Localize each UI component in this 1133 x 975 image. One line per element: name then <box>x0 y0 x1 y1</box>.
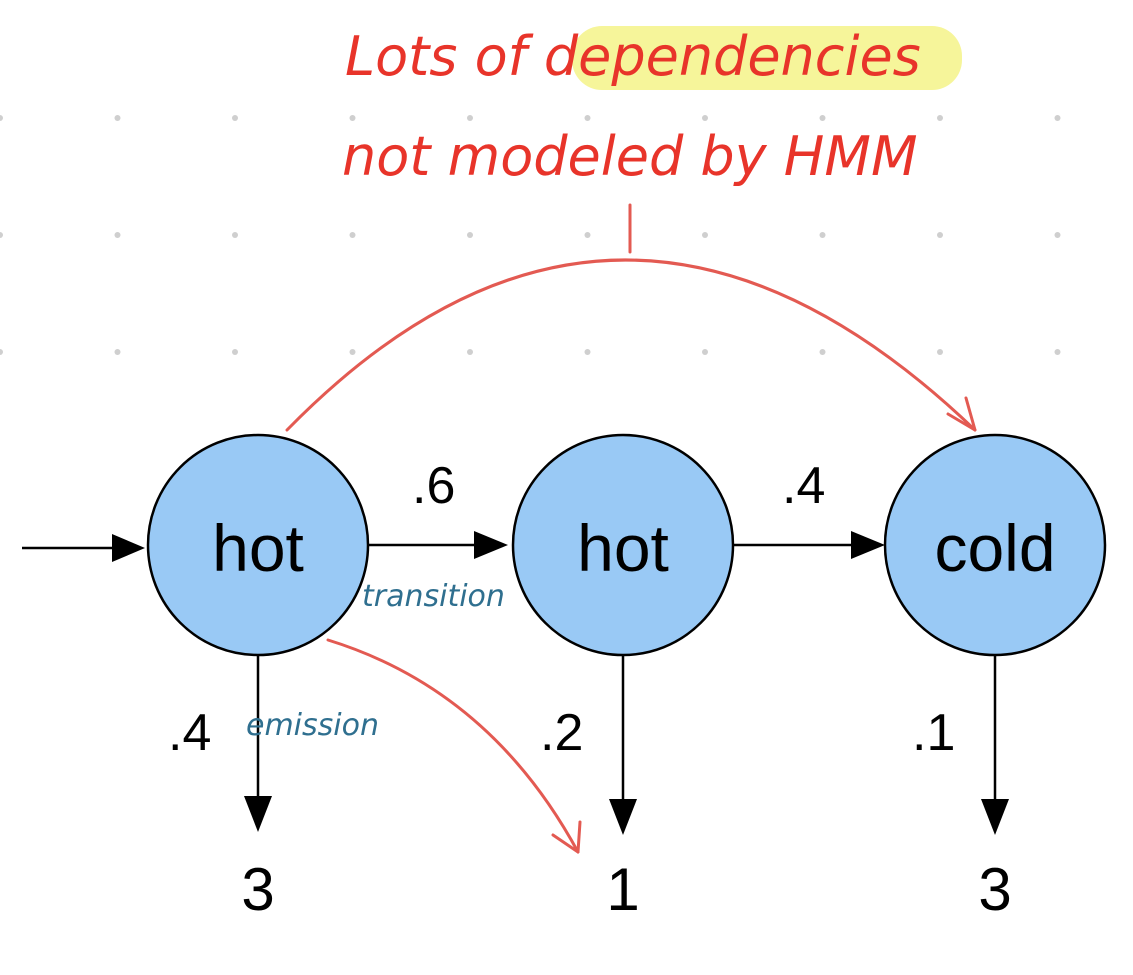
state-label-1: hot <box>212 511 304 585</box>
grid-dot <box>232 115 238 121</box>
grid-dot <box>1054 232 1061 238</box>
grid-dot <box>584 115 591 121</box>
state-label-3: cold <box>934 511 1055 585</box>
cross-dependency-arrow <box>326 638 580 854</box>
annotation-highlight-word: dependencies <box>544 25 921 88</box>
emission-prob-2: .2 <box>540 704 583 762</box>
transition-arrowhead-1 <box>474 531 508 559</box>
grid-dot <box>819 232 826 238</box>
grid-dot <box>0 349 3 355</box>
grid-dot <box>467 115 473 121</box>
grid-dot <box>584 349 591 355</box>
state-label-2: hot <box>577 511 669 585</box>
observation-3: 3 <box>978 856 1011 923</box>
long-range-dependency-arrowhead <box>946 396 977 432</box>
annotation-line1: Lots of dependencies <box>345 25 921 88</box>
grid-dot <box>937 115 943 121</box>
transition-prob-1: .6 <box>412 457 455 515</box>
annotation-line2: not modeled by HMM <box>342 125 918 188</box>
grid-dot <box>937 349 943 355</box>
grid-dot <box>349 232 356 238</box>
transition-note: transition <box>362 579 505 614</box>
state-node-3 <box>883 433 1107 657</box>
emission-arrowhead-2 <box>609 799 637 835</box>
grid-dot <box>232 349 238 355</box>
grid-dot <box>232 232 238 238</box>
observation-2: 1 <box>606 856 639 923</box>
grid-dot <box>114 349 121 355</box>
transition-prob-2: .4 <box>782 457 825 515</box>
grid-dot <box>702 115 708 121</box>
grid-dot <box>1054 115 1061 121</box>
long-range-dependency-arrow <box>285 258 977 432</box>
grid-dot <box>349 349 356 355</box>
dot-grid <box>0 115 1061 355</box>
observation-1: 3 <box>241 856 274 923</box>
grid-dot <box>584 232 591 238</box>
grid-dot <box>702 349 708 355</box>
grid-dot <box>467 232 473 238</box>
emission-prob-3: .1 <box>912 704 955 762</box>
state-node-2 <box>511 433 735 657</box>
start-arrowhead <box>112 534 145 562</box>
transition-arrowhead-2 <box>851 531 885 559</box>
grid-dot <box>0 232 3 238</box>
annotation-line1-prefix: Lots of <box>345 25 544 88</box>
emission-note: emission <box>246 708 379 743</box>
state-node-1 <box>146 433 370 657</box>
emission-prob-1: .4 <box>168 704 211 762</box>
cross-dependency-arrowhead <box>551 820 582 854</box>
highlight-marker <box>572 26 962 90</box>
emission-arrowhead-3 <box>981 799 1009 835</box>
grid-dot <box>819 115 826 121</box>
grid-dot <box>937 232 943 238</box>
grid-dot <box>702 232 708 238</box>
emission-arrowhead-1 <box>244 796 272 832</box>
grid-dot <box>1054 349 1061 355</box>
grid-dot <box>349 115 356 121</box>
grid-dot <box>467 349 473 355</box>
grid-dot <box>114 115 121 121</box>
grid-dot <box>0 115 3 121</box>
grid-dot <box>819 349 826 355</box>
grid-dot <box>114 232 121 238</box>
